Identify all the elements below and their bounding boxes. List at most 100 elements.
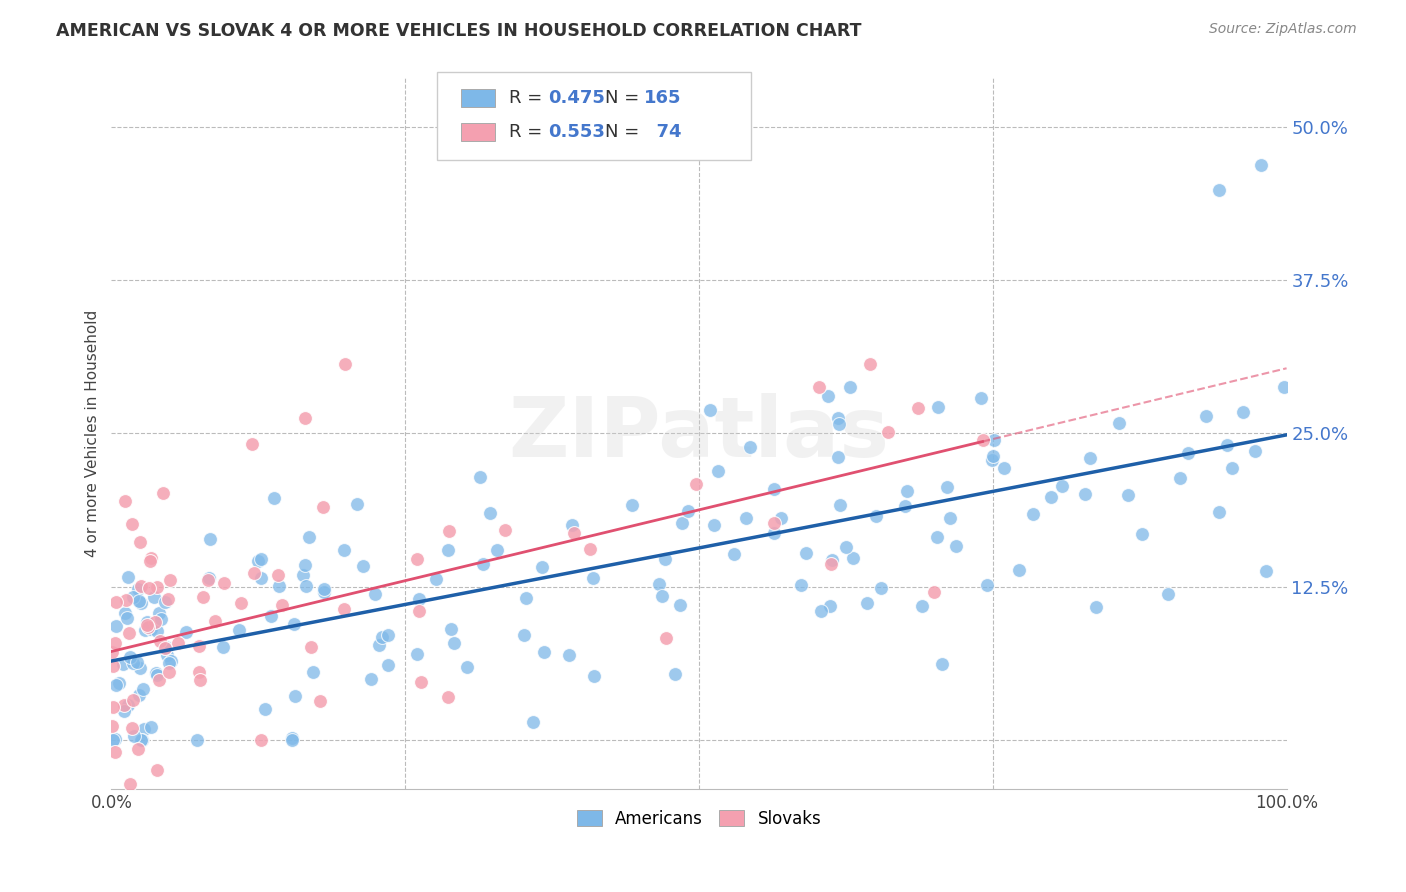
Point bbox=[186, 733, 208, 747]
Point bbox=[132, 681, 155, 696]
Point bbox=[685, 476, 707, 491]
Point bbox=[827, 417, 849, 432]
Point bbox=[859, 357, 882, 371]
Point bbox=[302, 665, 325, 680]
Point bbox=[333, 543, 356, 558]
Point bbox=[377, 658, 399, 673]
Point bbox=[267, 579, 290, 593]
Point bbox=[104, 677, 127, 691]
Point bbox=[925, 530, 948, 544]
Point bbox=[582, 669, 605, 683]
Point bbox=[156, 648, 179, 663]
Point bbox=[911, 599, 934, 614]
Point bbox=[650, 589, 672, 603]
Point bbox=[174, 625, 197, 640]
Point bbox=[472, 558, 495, 572]
Point bbox=[167, 636, 190, 650]
Point bbox=[149, 611, 172, 625]
Point bbox=[155, 641, 177, 656]
Point bbox=[842, 550, 865, 565]
Text: N =: N = bbox=[605, 89, 644, 107]
Point bbox=[1084, 599, 1107, 614]
Point bbox=[582, 571, 605, 585]
Point bbox=[240, 436, 263, 450]
Point bbox=[332, 602, 354, 616]
Point bbox=[485, 543, 508, 558]
Point bbox=[122, 729, 145, 743]
Point bbox=[1168, 471, 1191, 485]
Point bbox=[145, 668, 167, 682]
Point bbox=[648, 576, 671, 591]
Point bbox=[494, 523, 516, 537]
Point bbox=[280, 733, 302, 747]
Point bbox=[127, 582, 149, 596]
Point bbox=[212, 640, 235, 654]
Point bbox=[669, 598, 692, 612]
Point bbox=[138, 620, 160, 634]
Point bbox=[821, 553, 844, 567]
Point bbox=[981, 453, 1004, 467]
Point bbox=[437, 542, 460, 557]
Point bbox=[139, 622, 162, 636]
Point bbox=[284, 690, 307, 704]
Point bbox=[346, 497, 368, 511]
Point bbox=[664, 667, 686, 681]
Point bbox=[939, 511, 962, 525]
Point bbox=[762, 526, 785, 541]
Point bbox=[132, 723, 155, 737]
Point bbox=[896, 484, 918, 499]
Point bbox=[468, 470, 491, 484]
Point bbox=[335, 357, 357, 371]
Point bbox=[515, 591, 537, 606]
Point bbox=[127, 655, 149, 669]
Point bbox=[654, 552, 676, 566]
Point bbox=[112, 698, 135, 712]
Text: 0.475: 0.475 bbox=[548, 89, 605, 107]
Point bbox=[931, 657, 953, 671]
Point bbox=[134, 623, 156, 637]
Point bbox=[212, 576, 235, 591]
Point bbox=[104, 746, 127, 760]
Point bbox=[141, 550, 163, 565]
Point bbox=[363, 586, 385, 600]
Point bbox=[142, 590, 165, 604]
Point bbox=[131, 579, 153, 593]
Point bbox=[620, 498, 643, 512]
Point bbox=[1008, 563, 1031, 577]
Point bbox=[707, 464, 730, 478]
Point bbox=[827, 450, 849, 464]
Point bbox=[533, 645, 555, 659]
Point bbox=[1177, 445, 1199, 459]
Point bbox=[762, 516, 785, 530]
Point bbox=[377, 628, 399, 642]
Point bbox=[1108, 416, 1130, 430]
Point bbox=[152, 485, 174, 500]
Point bbox=[927, 400, 949, 414]
Point bbox=[157, 591, 180, 606]
Point bbox=[197, 571, 219, 585]
Point bbox=[314, 582, 336, 597]
Point bbox=[408, 592, 430, 607]
Point bbox=[794, 546, 817, 560]
Point bbox=[153, 640, 176, 655]
Point bbox=[108, 675, 131, 690]
Point bbox=[156, 795, 179, 809]
Point bbox=[121, 721, 143, 735]
Point bbox=[436, 690, 458, 704]
Point bbox=[1254, 564, 1277, 578]
Point bbox=[976, 578, 998, 592]
Point bbox=[243, 566, 266, 580]
Point bbox=[118, 625, 141, 640]
Point bbox=[138, 581, 160, 595]
Point bbox=[228, 623, 250, 637]
Point bbox=[294, 410, 316, 425]
Point bbox=[139, 554, 162, 568]
Point bbox=[101, 733, 124, 747]
Point bbox=[188, 665, 211, 679]
Point bbox=[298, 530, 321, 544]
Point bbox=[114, 494, 136, 508]
Point bbox=[983, 449, 1005, 463]
Point bbox=[993, 461, 1015, 475]
Point bbox=[118, 649, 141, 664]
Point bbox=[155, 640, 177, 655]
